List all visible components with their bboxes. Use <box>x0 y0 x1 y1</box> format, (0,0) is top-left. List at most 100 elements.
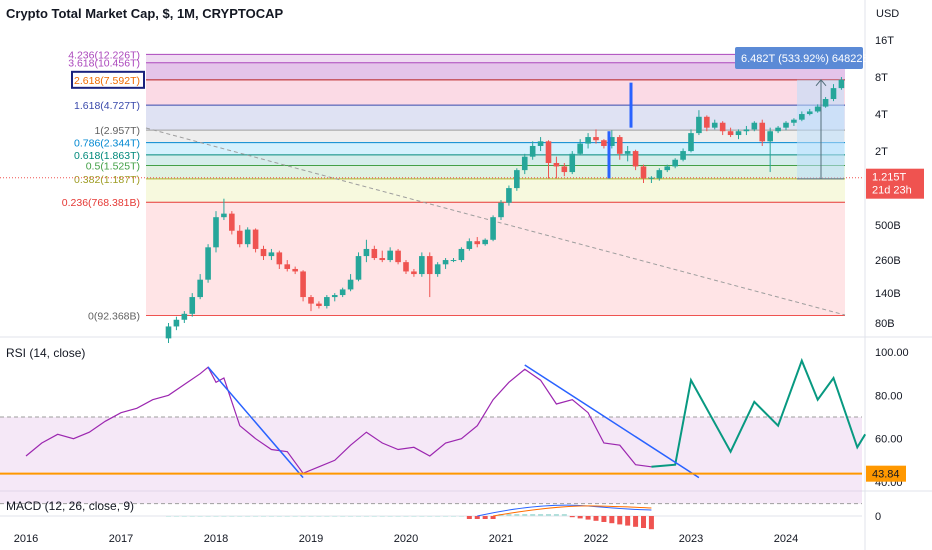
rsi-projection-line <box>651 357 867 468</box>
macd-bar <box>593 516 599 521</box>
macd-bar <box>617 516 623 525</box>
projection-candle <box>783 122 789 128</box>
macd-bar <box>538 514 544 516</box>
fib-label: 0.236(768.381B) <box>62 197 140 209</box>
macd-bar <box>197 516 203 517</box>
price-axis-label: 2T <box>875 146 888 158</box>
time-axis-label: 2017 <box>109 533 133 545</box>
projection-candle <box>711 122 718 128</box>
measure-label: 6.482T (533.92%) 6482286 <box>741 53 875 65</box>
macd-bar <box>237 516 243 517</box>
time-axis-label: 2024 <box>774 533 798 545</box>
rsi-trend-line <box>207 366 304 479</box>
time-axis-label: 2019 <box>299 533 323 545</box>
candle <box>537 141 544 146</box>
candle <box>521 156 528 171</box>
rsi-band <box>0 417 862 504</box>
macd-bar <box>371 516 377 517</box>
time-axis-label: 2020 <box>394 533 418 545</box>
candle <box>395 250 401 263</box>
candle <box>213 217 219 248</box>
candle <box>236 230 243 245</box>
macd-bar <box>356 516 361 517</box>
fib-zone <box>146 79 845 106</box>
macd-bar <box>173 516 179 517</box>
rsi-line <box>25 366 652 475</box>
fib-zone <box>146 142 845 155</box>
projection-candle <box>830 88 837 100</box>
macd-bar <box>379 516 385 517</box>
time-axis-label: 2018 <box>204 533 228 545</box>
macd-bar <box>530 514 536 516</box>
fib-zone <box>146 178 845 203</box>
macd-bar <box>443 516 449 517</box>
macd-bar <box>585 516 591 520</box>
fib-label: 0(92.368B) <box>88 311 140 323</box>
fib-zone <box>146 154 845 166</box>
macd-bar <box>292 516 298 517</box>
candle <box>292 268 298 272</box>
fib-label: 0.5(1.525T) <box>86 161 140 173</box>
fib-label: 0.618(1.863T) <box>74 150 140 162</box>
projection-candle <box>759 122 766 142</box>
fib-label: 4.236(12.226T) <box>68 49 140 61</box>
candle <box>553 162 560 167</box>
candle <box>347 279 354 290</box>
macd-bar <box>253 516 259 517</box>
projection-candle <box>680 151 686 160</box>
macd-bar <box>577 516 583 519</box>
candle <box>379 258 386 261</box>
candle <box>561 166 568 173</box>
candle <box>514 170 520 189</box>
projection-candle <box>704 116 710 128</box>
macd-bar <box>427 516 433 517</box>
candle <box>244 229 251 245</box>
macd-bar <box>363 516 369 517</box>
macd-bar <box>395 516 401 517</box>
candle <box>545 141 552 163</box>
macd-signal-line <box>492 505 652 517</box>
macd-bar <box>435 516 441 517</box>
projection-candle <box>806 111 813 115</box>
macd-axis-label: 0 <box>875 511 881 523</box>
price-axis-label: 80B <box>875 318 895 330</box>
projection-candle <box>751 122 758 130</box>
time-axis-label: 2023 <box>679 533 703 545</box>
candle <box>601 140 607 146</box>
projection-candle <box>688 133 694 152</box>
macd-bar <box>641 516 646 528</box>
macd-bar <box>553 514 559 516</box>
candle <box>181 313 188 320</box>
price-axis-label: 8T <box>875 72 888 84</box>
macd-bar <box>482 516 488 519</box>
fib-retracement: 4.236(12.226T)3.618(10.456T) 2.618(7.592T… <box>62 49 845 323</box>
macd-bar <box>648 516 654 530</box>
fib-label: 2.618(7.592T) <box>74 75 140 87</box>
macd-bar <box>261 516 266 517</box>
rsi-title: RSI (14, close) <box>6 346 85 360</box>
fib-zone <box>146 105 845 131</box>
measure-label-bg <box>735 47 863 69</box>
candle <box>450 260 457 262</box>
macd-bar <box>245 516 251 517</box>
candle <box>300 271 306 298</box>
macd-bar <box>451 516 456 517</box>
macd-bar <box>316 516 322 517</box>
macd-bar <box>601 516 607 522</box>
projection-candle <box>799 114 805 120</box>
macd-bar <box>300 516 306 517</box>
macd-bar <box>189 516 195 517</box>
candle <box>426 256 433 275</box>
projection-candle <box>767 131 773 142</box>
candle <box>284 264 291 269</box>
candle <box>189 297 196 314</box>
candle <box>648 177 655 179</box>
last-price: 1.215T <box>872 172 907 184</box>
candle <box>593 137 599 141</box>
projection-candles <box>656 77 845 181</box>
candle <box>355 256 362 280</box>
macd-bar <box>213 516 219 517</box>
rsi-axis-label: 60.00 <box>875 434 903 446</box>
